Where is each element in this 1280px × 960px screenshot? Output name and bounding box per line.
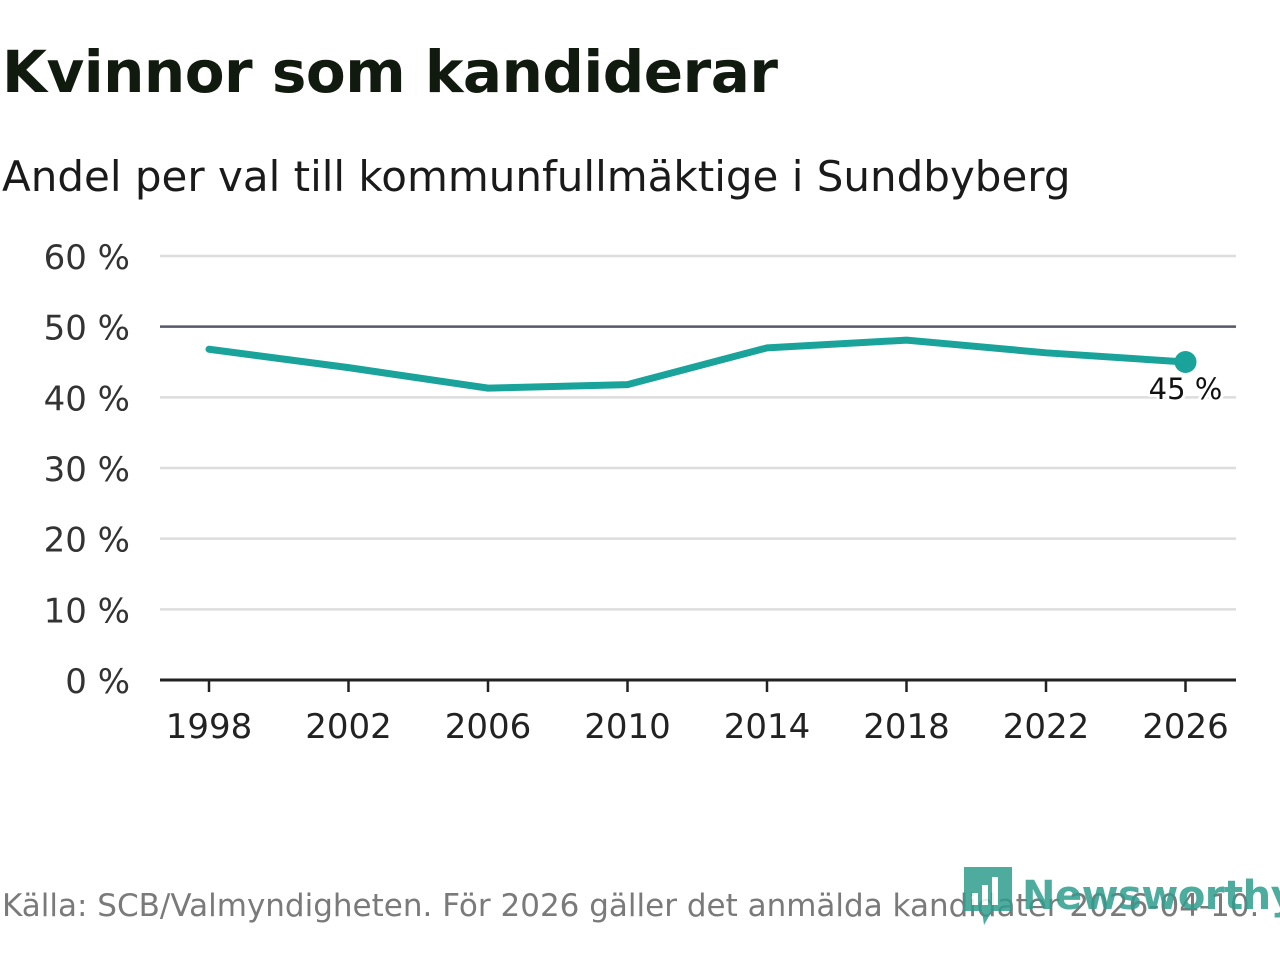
series-line-0 bbox=[205, 336, 1189, 392]
y-tick-label-40: 40 % bbox=[44, 379, 130, 419]
end-value-label: 45 % bbox=[1149, 372, 1223, 406]
x-tick-label-2022: 2022 bbox=[1003, 707, 1090, 747]
end-point-marker bbox=[1174, 351, 1197, 373]
x-tick-label-1998: 1998 bbox=[166, 707, 253, 747]
x-tick-label-2014: 2014 bbox=[724, 707, 811, 747]
newsworthy-logo-icon bbox=[964, 867, 1012, 925]
y-tick-label-30: 30 % bbox=[44, 450, 130, 490]
y-axis-labels: 0 % 10 % 20 % 30 % 40 % 50 % 60 % bbox=[44, 238, 130, 702]
x-tick-label-2002: 2002 bbox=[305, 707, 392, 747]
y-tick-label-10: 10 % bbox=[44, 591, 130, 631]
grid-layer bbox=[160, 254, 1236, 611]
x-tick-label-2018: 2018 bbox=[863, 707, 950, 747]
x-axis: 1998 2002 2006 2010 2014 2018 2022 2026 bbox=[160, 678, 1236, 747]
x-tick-label-2010: 2010 bbox=[584, 707, 671, 747]
y-tick-label-50: 50 % bbox=[44, 309, 130, 349]
x-tick-label-2006: 2006 bbox=[445, 707, 532, 747]
y-tick-label-60: 60 % bbox=[44, 238, 130, 278]
series-layer: 45 % bbox=[205, 336, 1225, 409]
source-note: Källa: SCB/Valmyndigheten. För 2026 gäll… bbox=[2, 888, 1260, 924]
newsworthy-logo: Newsworthy bbox=[962, 864, 1280, 928]
chart-title: Kvinnor som kandiderar bbox=[2, 38, 778, 106]
y-tick-label-0: 0 % bbox=[65, 662, 130, 702]
x-tick-label-2026: 2026 bbox=[1142, 707, 1229, 747]
chart-subtitle: Andel per val till kommunfullmäktige i S… bbox=[2, 152, 1071, 201]
brand-name: Newsworthy bbox=[1022, 873, 1280, 919]
y-tick-label-20: 20 % bbox=[44, 521, 130, 561]
